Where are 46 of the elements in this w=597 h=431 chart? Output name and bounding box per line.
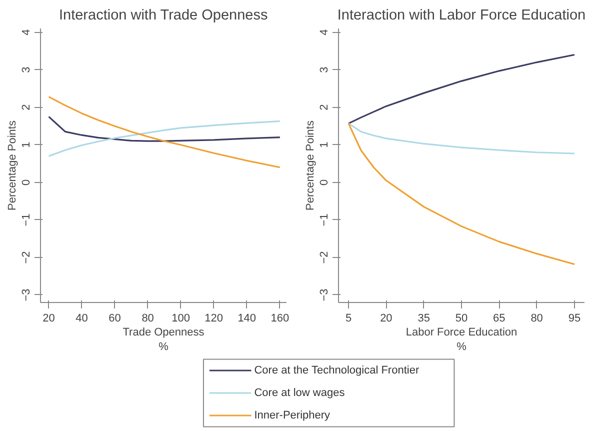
y-tick-label: 4: [318, 29, 330, 36]
line-series: [48, 96, 281, 168]
y-tick-label: 2: [20, 104, 32, 110]
x-tick-label: 40: [76, 312, 88, 324]
y-tick-label: −2: [20, 251, 32, 264]
y-tick-label: −3: [318, 288, 330, 302]
y-tick-label: −1: [20, 214, 32, 226]
y-tick-label: −1: [318, 214, 330, 226]
chart-title: Interaction with Labor Force Education: [337, 8, 586, 24]
line-series: [348, 54, 576, 124]
y-axis-title: Percentage Points: [304, 120, 316, 210]
line-series: [348, 122, 576, 154]
x-tick-label: 80: [142, 312, 154, 324]
x-tick-label: 120: [204, 312, 224, 324]
y-tick-label: 2: [318, 104, 330, 110]
y-tick-label: 0: [20, 179, 32, 186]
y-tick-label: −2: [318, 251, 330, 264]
y-tick-label: 1: [20, 142, 32, 148]
x-axis-title: Labor Force Education %: [406, 326, 518, 353]
chart-title: Interaction with Trade Openness: [58, 8, 268, 24]
x-tick-label: 80: [530, 312, 543, 324]
x-tick-label: 20: [380, 312, 392, 324]
x-tick-label: 20: [42, 312, 55, 324]
y-tick-label: 4: [20, 29, 32, 36]
legend-label: Core at the Technological Frontier: [254, 364, 420, 376]
x-tick-label: 65: [493, 312, 506, 324]
x-tick-label: 160: [270, 312, 290, 324]
x-tick-label: 60: [108, 312, 121, 324]
y-tick-label: −3: [20, 288, 32, 302]
y-tick-label: 1: [318, 142, 330, 148]
x-tick-label: 50: [455, 312, 468, 324]
y-tick-label: 0: [318, 179, 330, 186]
x-tick-label: 95: [568, 312, 581, 324]
y-axis-title: Percentage Points: [6, 120, 18, 210]
x-axis-title: Trade Openness %: [122, 326, 205, 353]
y-tick-label: 3: [20, 66, 32, 73]
x-tick-label: 140: [238, 312, 256, 324]
legend-label: Inner-Periphery: [254, 410, 331, 422]
line-series: [48, 120, 281, 157]
x-tick-label: 35: [418, 312, 430, 324]
line-series: [48, 116, 281, 142]
legend-label: Core at low wages: [254, 387, 346, 399]
y-tick-label: 3: [318, 66, 330, 73]
x-tick-label: 5: [345, 312, 352, 324]
line-series: [348, 122, 576, 266]
x-tick-label: 100: [172, 312, 190, 324]
